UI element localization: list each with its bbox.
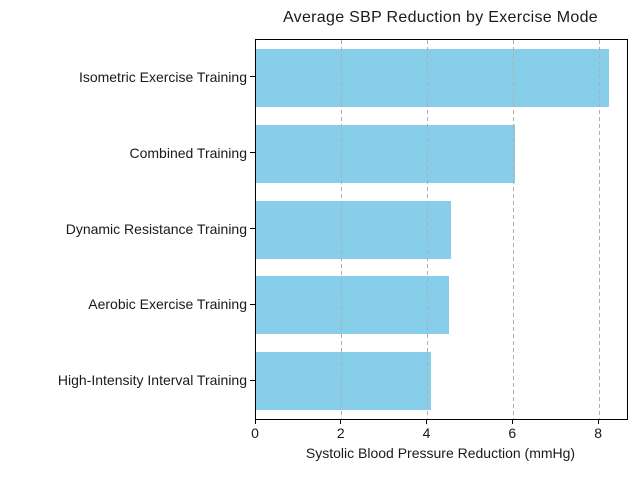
- y-tick-label-dynamic-resistance-training: Dynamic Resistance Training: [65, 220, 247, 237]
- y-tick-label-high-intensity-interval-training: High-Intensity Interval Training: [57, 372, 247, 389]
- bar-aerobic-exercise-training: [256, 276, 449, 335]
- gridline-x-4: [427, 40, 429, 419]
- y-tick-mark: [250, 379, 255, 381]
- x-tick-mark: [426, 419, 428, 424]
- x-tick-label: 0: [251, 425, 259, 441]
- plot-area: [255, 39, 628, 420]
- bar-high-intensity-interval-training: [256, 352, 431, 411]
- x-axis-title: Systolic Blood Pressure Reduction (mmHg): [305, 445, 576, 461]
- x-tick-mark: [254, 419, 256, 424]
- chart-title: Average SBP Reduction by Exercise Mode: [283, 9, 598, 26]
- y-tick-label-aerobic-exercise-training: Aerobic Exercise Training: [88, 296, 247, 313]
- gridline-x-2: [341, 40, 343, 419]
- y-tick-label-isometric-exercise-training: Isometric Exercise Training: [78, 68, 247, 85]
- x-tick-label: 4: [422, 425, 431, 441]
- y-tick-mark: [250, 303, 255, 305]
- y-tick-mark: [250, 152, 255, 154]
- x-tick-label: 6: [508, 425, 517, 441]
- x-tick-mark: [511, 419, 514, 424]
- x-tick-label: 2: [336, 425, 345, 441]
- y-tick-mark: [250, 227, 255, 230]
- gridline-x-6: [512, 40, 514, 419]
- x-tick-mark: [340, 419, 342, 424]
- y-tick-mark: [250, 76, 255, 78]
- x-tick-mark: [597, 419, 599, 424]
- bar-isometric-exercise-training: [256, 48, 610, 107]
- bar-dynamic-resistance-training: [256, 200, 452, 259]
- gridline-x-8: [598, 40, 600, 419]
- x-tick-label: 8: [594, 425, 602, 441]
- y-tick-label-combined-training: Combined Training: [129, 144, 247, 161]
- bar-combined-training: [256, 124, 516, 183]
